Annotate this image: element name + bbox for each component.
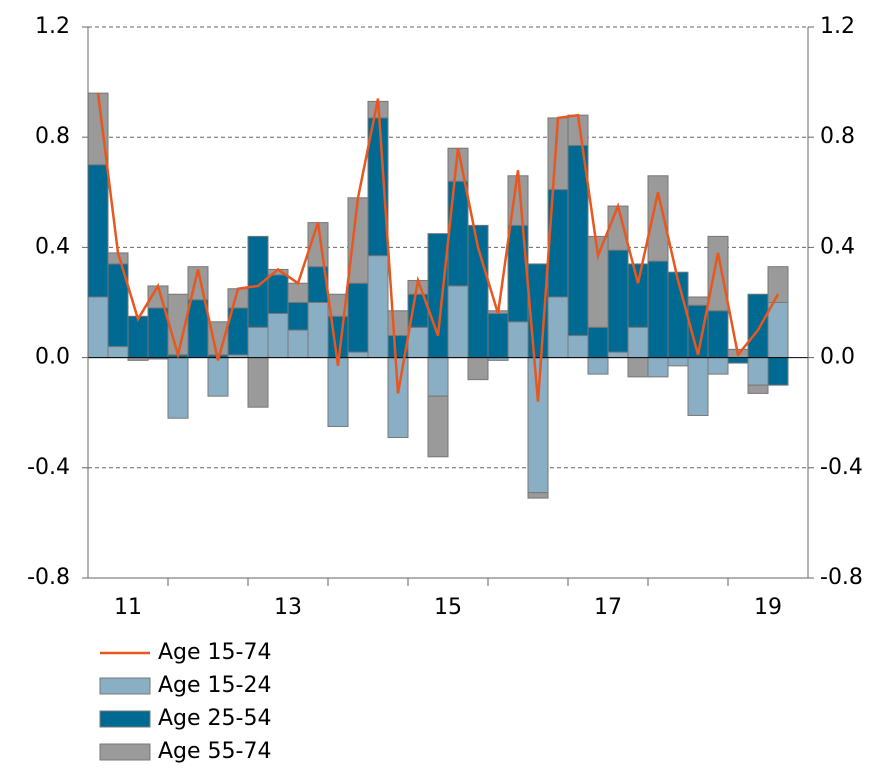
y-tick-label: 0.8 <box>35 124 70 149</box>
legend-label: Age 15-74 <box>158 640 271 665</box>
bar <box>307 302 329 359</box>
bar <box>427 357 449 397</box>
bar <box>707 310 729 359</box>
x-tick-label: 11 <box>114 595 142 620</box>
x-tick-label: 19 <box>754 595 782 620</box>
y-tick-label: 1.2 <box>35 14 70 39</box>
bar <box>447 285 469 359</box>
bar <box>247 326 269 359</box>
y2-tick-label: -0.8 <box>820 565 863 590</box>
line <box>96 92 780 402</box>
bar <box>747 357 769 386</box>
bar <box>707 235 729 312</box>
bar <box>407 326 429 359</box>
legend-label: Age 25-54 <box>158 706 271 731</box>
bar <box>387 357 409 438</box>
bar <box>487 313 509 359</box>
bar <box>427 395 449 458</box>
bar <box>447 180 469 287</box>
bar <box>287 329 309 359</box>
legend-swatch <box>99 710 151 728</box>
bar <box>627 326 649 359</box>
bar <box>747 384 769 394</box>
bar <box>87 296 109 359</box>
x-tick-label: 13 <box>274 595 302 620</box>
y2-tick-label: 0.0 <box>820 345 855 370</box>
bar <box>347 351 369 359</box>
bar <box>647 260 669 359</box>
bar <box>607 249 629 353</box>
bar <box>147 307 169 359</box>
bar <box>507 321 529 359</box>
y-tick-label: -0.4 <box>27 455 70 480</box>
bar <box>127 315 149 359</box>
bar <box>627 357 649 378</box>
bar <box>527 492 549 499</box>
bar <box>187 299 209 359</box>
bar <box>767 266 789 303</box>
bar <box>247 235 269 328</box>
bar <box>587 326 609 359</box>
bar <box>687 296 709 306</box>
bar <box>167 357 189 419</box>
bar <box>687 357 709 416</box>
bar <box>87 164 109 298</box>
bar <box>547 296 569 359</box>
bar <box>427 233 449 359</box>
bar <box>287 302 309 331</box>
bar <box>107 346 129 359</box>
bar <box>727 357 749 364</box>
bar <box>587 357 609 375</box>
y2-tick-label: 0.4 <box>820 234 855 259</box>
y2-tick-label: -0.4 <box>820 455 863 480</box>
y-tick-label: -0.8 <box>27 565 70 590</box>
bar <box>767 357 789 386</box>
bar <box>567 335 589 359</box>
bar <box>347 282 369 353</box>
legend-label: Age 55-74 <box>158 739 271 764</box>
bar <box>707 357 729 375</box>
bar <box>747 293 769 359</box>
bar <box>267 274 289 315</box>
bar <box>627 263 649 328</box>
bar <box>467 357 489 381</box>
legend-swatch <box>99 743 151 761</box>
bar <box>207 357 229 397</box>
bar <box>647 175 669 262</box>
bar <box>367 255 389 359</box>
bar <box>567 144 589 337</box>
bar <box>287 282 309 303</box>
legend-swatch <box>99 677 151 695</box>
y-tick-label: 0.0 <box>35 345 70 370</box>
x-tick-label: 15 <box>434 595 462 620</box>
bar <box>767 302 789 359</box>
bar <box>387 310 409 337</box>
bar <box>247 357 269 408</box>
legend-label: Age 15-24 <box>158 673 271 698</box>
bar <box>527 357 549 494</box>
bar <box>667 357 689 367</box>
y2-tick-label: 1.2 <box>820 14 855 39</box>
bar <box>647 357 669 378</box>
bar <box>607 351 629 359</box>
bar <box>327 357 349 427</box>
y2-tick-label: 0.8 <box>820 124 855 149</box>
x-tick-label: 17 <box>594 595 622 620</box>
y-tick-label: 0.4 <box>35 234 70 259</box>
bar <box>347 197 369 284</box>
bar <box>267 313 289 359</box>
